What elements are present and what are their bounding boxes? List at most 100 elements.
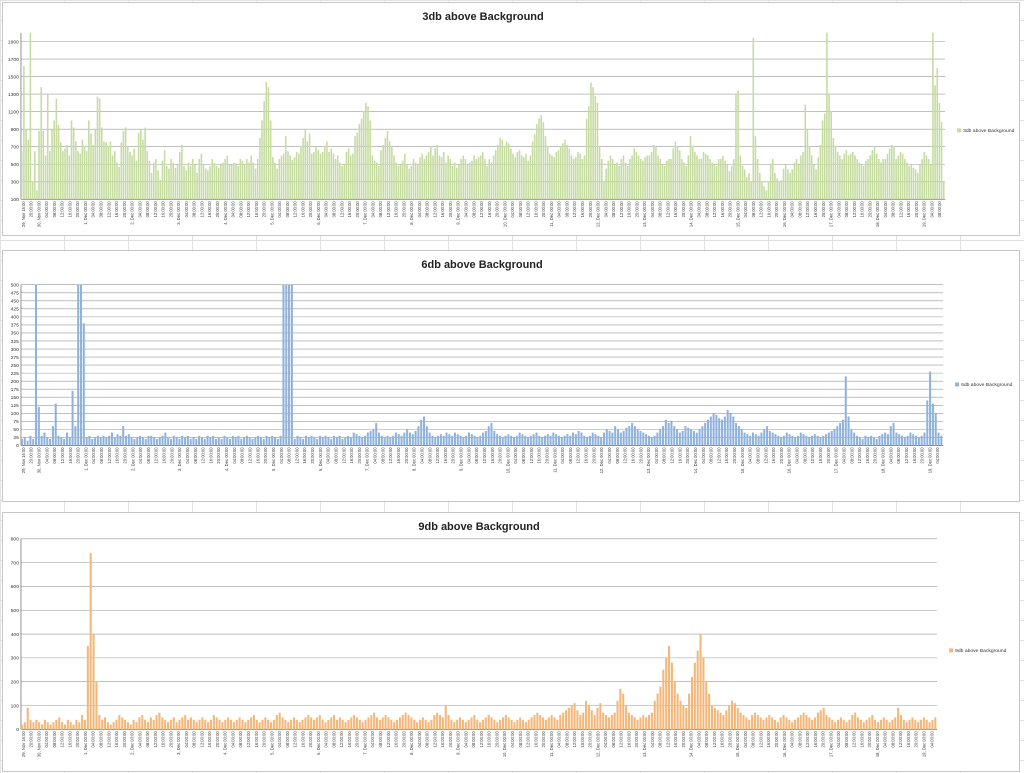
bar (471, 160, 473, 200)
bar (464, 722, 467, 730)
bar (676, 146, 679, 200)
bar (897, 707, 900, 730)
bar (335, 719, 338, 730)
x-tick-label: 20:00:00 (867, 201, 872, 218)
bar (518, 432, 521, 446)
bar (754, 434, 757, 446)
y-tick-label: 200 (11, 379, 20, 385)
bar (859, 719, 862, 730)
x-tick-label: 20:00:00 (681, 201, 686, 218)
bar (155, 439, 158, 446)
legend-label: 9db above Background (955, 648, 1006, 654)
bar (70, 120, 73, 200)
bar (555, 151, 558, 200)
x-tick-label: 16:00:00 (440, 201, 445, 218)
x-tick-label: 16:00:00 (673, 201, 678, 218)
bar (937, 432, 940, 446)
bar (449, 158, 452, 200)
bar (597, 435, 600, 446)
bar (386, 130, 389, 200)
x-tick-label: 08:00:00 (192, 731, 197, 748)
bar (557, 150, 560, 200)
bar (195, 722, 198, 730)
x-tick-label: 1, Dec 00:00 (83, 201, 88, 225)
bar (936, 67, 939, 200)
bar (811, 719, 814, 730)
bar (529, 155, 532, 200)
x-tick-label: 08:00:00 (755, 447, 760, 464)
bar (109, 724, 112, 730)
bar (212, 715, 215, 730)
bar (707, 155, 709, 200)
bar (533, 715, 536, 730)
bar (780, 437, 783, 446)
x-tick-label: 08:00:00 (333, 447, 338, 464)
x-tick-label: 8, Dec 00:00 (409, 201, 414, 225)
x-tick-label: 8, Dec 00:00 (409, 731, 414, 755)
bar (735, 94, 737, 200)
x-tick-label: 16:00:00 (67, 731, 72, 748)
bar (169, 719, 172, 730)
bar (914, 719, 917, 730)
bar (467, 719, 470, 730)
bar (732, 416, 735, 446)
bar (60, 437, 63, 446)
bar (917, 722, 920, 730)
bar (248, 437, 251, 446)
bar (101, 127, 103, 200)
x-tick-label: 20:00:00 (494, 731, 499, 748)
bar (401, 160, 404, 200)
bar (676, 429, 679, 446)
bar (893, 146, 895, 200)
bar (633, 717, 636, 730)
bar (690, 676, 693, 730)
x-tick-label: 08:00:00 (285, 731, 290, 748)
x-tick-label: 12:00:00 (293, 731, 298, 748)
bar (158, 712, 161, 730)
y-tick-label: 500 (11, 283, 20, 289)
bar (540, 115, 542, 200)
bar (460, 158, 462, 200)
bar (338, 435, 341, 446)
bar (470, 434, 473, 446)
bar (68, 437, 71, 446)
bar (603, 181, 605, 200)
bar (440, 157, 443, 200)
bar (404, 153, 406, 200)
x-tick-label: 04:00:00 (836, 201, 841, 218)
x-tick-label: 08:00:00 (425, 731, 430, 748)
x-tick-label: 12:00:00 (106, 201, 111, 218)
bar (751, 715, 754, 730)
x-tick-label: 04:00:00 (650, 731, 655, 748)
bar (791, 435, 794, 446)
bar (315, 146, 317, 200)
bar (547, 717, 550, 730)
bar (201, 717, 204, 730)
x-tick-label: 20:00:00 (215, 731, 220, 748)
bar (235, 719, 238, 730)
bar (940, 122, 943, 200)
bar (51, 426, 54, 446)
x-tick-label: 20:00:00 (732, 447, 737, 464)
bar (759, 173, 761, 200)
bar (639, 430, 642, 446)
x-tick-label: 04:00:00 (748, 447, 753, 464)
bar (693, 662, 696, 730)
bar (330, 148, 333, 200)
bar (384, 715, 387, 730)
bar (470, 717, 473, 730)
x-tick-label: 12:00:00 (857, 447, 862, 464)
bar (532, 434, 535, 446)
bar (198, 158, 201, 200)
x-tick-label: 16:00:00 (208, 447, 213, 464)
bar (178, 439, 181, 446)
bar (931, 403, 934, 446)
x-tick-label: 20:00:00 (169, 447, 174, 464)
x-tick-label: 16:00:00 (114, 201, 119, 218)
bar (504, 715, 507, 730)
bar (735, 422, 738, 446)
chart-title: 9db above Background (418, 521, 539, 533)
x-tick-label: 20:00:00 (867, 731, 872, 748)
bar (659, 158, 662, 200)
bar (390, 719, 393, 730)
